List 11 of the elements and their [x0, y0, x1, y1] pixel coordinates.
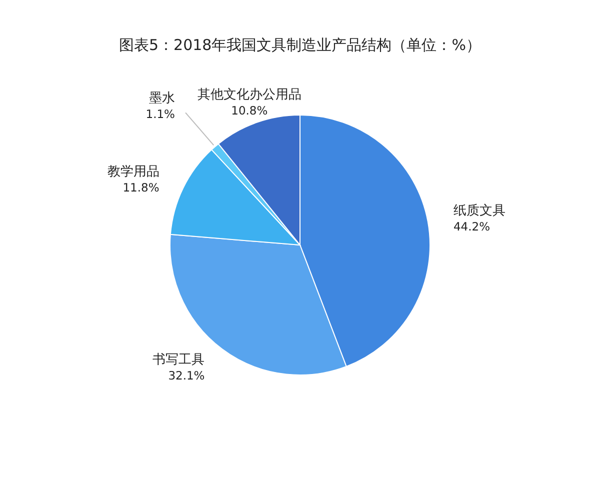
slice-label: 教学用品	[107, 164, 160, 180]
data-label: 1.1%	[146, 107, 176, 122]
slice-label: 墨水	[148, 91, 175, 106]
data-label: 10.8%	[231, 104, 268, 118]
data-label: 11.8%	[122, 180, 160, 195]
slice-label: 纸质文具	[453, 203, 506, 218]
slice-label: 其他文化办公用品	[197, 88, 302, 103]
data-label: 32.1%	[168, 368, 205, 383]
chart-title: 图表5：2018年我国文具制造业产品结构（单位：%）	[119, 36, 481, 54]
data-label: 44.2%	[453, 219, 490, 234]
slice-label: 书写工具	[152, 352, 205, 368]
